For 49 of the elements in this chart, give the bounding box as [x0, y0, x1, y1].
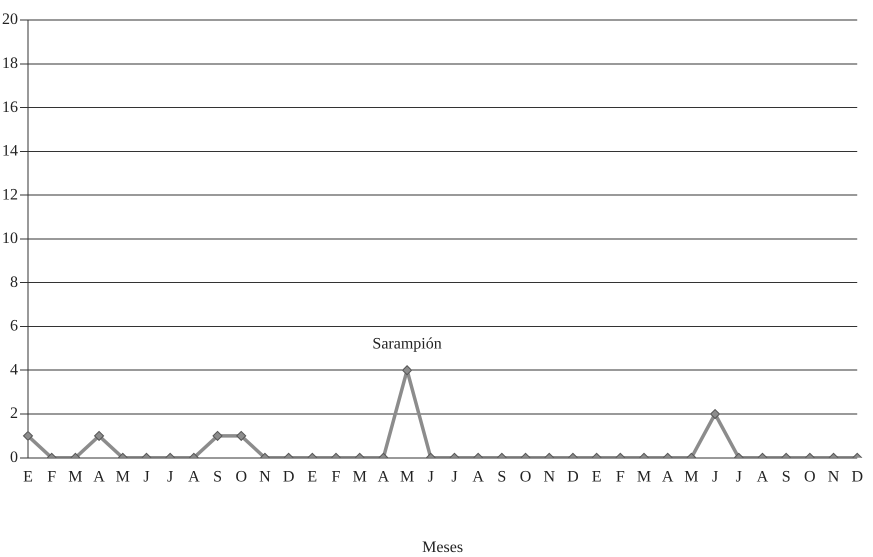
x-tick-label: N — [828, 468, 840, 486]
y-tick-label: 20 — [2, 11, 18, 28]
x-tick-label: M — [684, 468, 698, 486]
x-tick-label: A — [378, 468, 390, 486]
x-tick-label: F — [47, 468, 56, 486]
x-tick-label: M — [400, 468, 414, 486]
x-tick-label: O — [804, 468, 816, 486]
y-tick-label: 8 — [10, 274, 18, 291]
x-tick-label: O — [235, 468, 248, 486]
series-label: Sarampión — [372, 335, 442, 352]
y-tick-label: 12 — [2, 186, 18, 204]
x-axis-title: Meses — [422, 539, 464, 556]
y-tick-label: 0 — [10, 449, 18, 466]
y-tick-label: 16 — [2, 98, 18, 116]
x-tick-label: D — [851, 468, 864, 486]
x-tick-label: E — [307, 468, 318, 486]
x-tick-label: F — [332, 468, 341, 486]
x-tick-label: E — [23, 468, 33, 486]
x-tick-label: J — [167, 468, 174, 486]
x-tick-label: A — [93, 468, 106, 486]
x-tick-label: J — [451, 468, 458, 486]
y-tick-label: 2 — [10, 405, 18, 422]
x-tick-label: S — [782, 468, 791, 486]
x-tick-label: M — [352, 468, 367, 486]
x-tick-label: M — [116, 468, 130, 486]
x-tick-label: S — [497, 468, 506, 486]
x-tick-label: M — [636, 468, 652, 486]
x-tick-label: S — [213, 468, 222, 486]
y-tick-label: 14 — [2, 142, 18, 160]
x-tick-label: A — [188, 468, 200, 486]
x-tick-label: A — [756, 468, 769, 486]
x-tick-label: J — [712, 468, 718, 486]
x-tick-label: D — [567, 468, 579, 486]
x-tick-label: N — [543, 468, 556, 486]
x-tick-label: N — [259, 468, 272, 486]
y-tick-label: 10 — [2, 230, 18, 248]
x-tick-label: O — [520, 468, 532, 486]
x-tick-label: E — [592, 468, 602, 486]
x-tick-label: J — [143, 468, 150, 486]
x-tick-label: J — [428, 468, 434, 486]
y-tick-label: 18 — [2, 54, 18, 72]
x-tick-label: D — [282, 468, 294, 486]
y-tick-label: 4 — [10, 361, 18, 378]
x-tick-label: A — [662, 468, 674, 486]
x-tick-label: F — [616, 468, 625, 486]
x-tick-label: J — [736, 468, 742, 486]
x-tick-label: A — [472, 468, 484, 486]
y-tick-label: 6 — [10, 318, 18, 335]
x-tick-label: M — [68, 468, 82, 486]
